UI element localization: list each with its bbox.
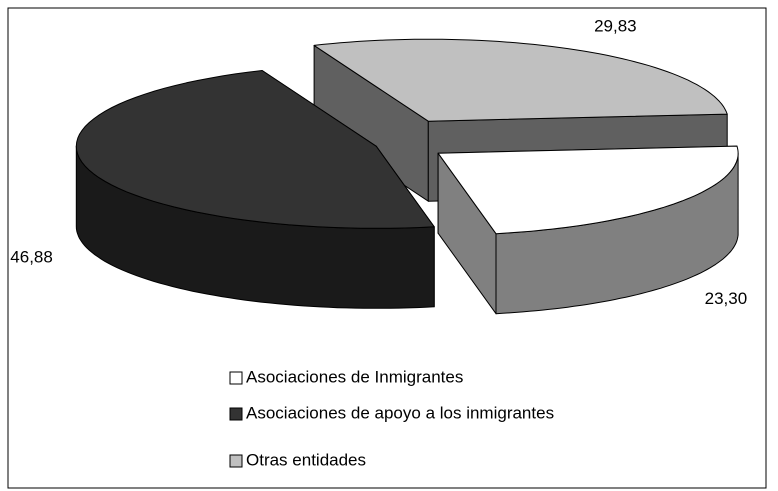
- slice: [313, 38, 728, 122]
- data-label: 29,83: [594, 17, 637, 36]
- slice: [75, 70, 435, 229]
- legend-label: Asociaciones de Inmigrantes: [246, 367, 463, 386]
- slice: [437, 145, 739, 235]
- legend-swatch: [229, 454, 243, 468]
- legend-label: Asociaciones de apoyo a los inmigrantes: [246, 403, 554, 422]
- legend-swatch: [229, 371, 243, 385]
- legend-swatch: [229, 407, 243, 421]
- legend-label: Otras entidades: [246, 450, 366, 469]
- data-label: 23,30: [705, 289, 748, 308]
- data-label: 46,88: [10, 248, 53, 267]
